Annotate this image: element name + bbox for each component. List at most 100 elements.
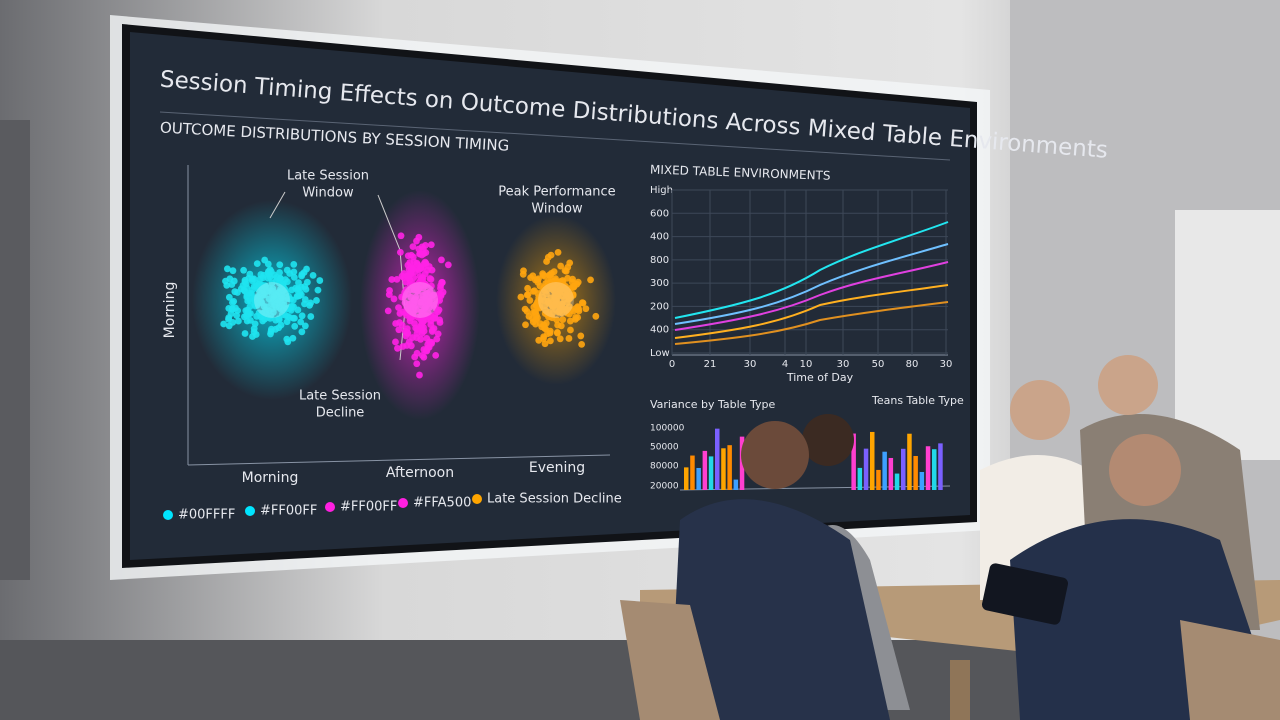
head <box>1010 380 1070 440</box>
dot <box>557 322 565 330</box>
dot <box>433 335 441 343</box>
dot <box>423 312 430 319</box>
x-tick-label: 4 <box>782 359 788 370</box>
bar <box>690 455 695 490</box>
dot <box>247 289 255 297</box>
dot <box>539 270 547 278</box>
dot <box>241 330 249 337</box>
dot <box>574 278 582 286</box>
dot <box>565 335 573 342</box>
y-label: Morning <box>162 282 178 339</box>
annotation: Window <box>302 186 354 201</box>
dot <box>558 285 566 293</box>
dot <box>418 274 426 282</box>
bar <box>913 455 918 490</box>
y-tick-label: 600 <box>650 208 669 219</box>
dot <box>410 258 418 266</box>
dot <box>428 282 435 290</box>
dot <box>543 290 550 298</box>
dot <box>415 233 423 241</box>
y-tick-label: High <box>650 185 673 196</box>
right-title: MIXED TABLE ENVIRONMENTS <box>650 163 831 183</box>
divider <box>159 111 951 161</box>
dot <box>295 279 302 287</box>
dot <box>547 337 554 345</box>
bar <box>721 448 726 490</box>
dot <box>432 351 440 359</box>
dot <box>430 325 438 332</box>
dot <box>248 277 256 285</box>
dot <box>417 335 425 343</box>
dot <box>272 303 280 311</box>
dot <box>309 271 317 279</box>
dot <box>278 311 286 318</box>
dot <box>223 282 231 289</box>
dot <box>437 284 444 292</box>
dot <box>568 284 575 292</box>
whiteboard <box>1175 210 1280 460</box>
dot <box>270 293 278 300</box>
dot <box>290 273 298 281</box>
dot <box>559 278 567 286</box>
dot <box>229 267 237 275</box>
dot <box>535 275 542 283</box>
dot <box>255 309 263 317</box>
dot <box>534 314 541 322</box>
dot <box>240 266 248 274</box>
dot <box>422 259 430 267</box>
dot <box>438 279 446 286</box>
dot <box>316 277 324 284</box>
y-tick-label: 400 <box>650 232 669 243</box>
annotation: Window <box>531 202 583 217</box>
dot <box>298 328 306 336</box>
dot <box>548 314 556 322</box>
dot <box>264 260 272 268</box>
y-tick-label: 300 <box>650 278 669 289</box>
dot <box>282 289 290 297</box>
dot <box>566 317 574 325</box>
y-tick-label: 200 <box>650 301 669 312</box>
bar <box>857 467 863 490</box>
dot <box>567 326 574 334</box>
dot <box>419 318 427 325</box>
dot <box>577 332 585 340</box>
x-tick-label: 10 <box>800 359 813 370</box>
dot <box>220 320 228 328</box>
dot <box>415 266 423 274</box>
dot <box>303 278 311 286</box>
bar <box>901 448 906 490</box>
dot <box>229 299 236 307</box>
leader <box>269 191 286 219</box>
chair <box>620 600 720 720</box>
dot <box>559 316 567 324</box>
curve <box>674 284 949 339</box>
dot <box>434 330 442 338</box>
dot <box>272 316 280 324</box>
dot <box>294 285 302 293</box>
legend-label: #FF00FF <box>260 504 317 519</box>
x-label: Evening <box>529 460 585 476</box>
bar-title: Variance by Table Type <box>650 398 775 411</box>
x-tick-label: 30 <box>744 359 757 370</box>
legend-swatch <box>472 494 482 504</box>
dot <box>283 266 291 274</box>
bar <box>684 467 689 490</box>
dot <box>288 286 296 294</box>
bar-y-label: 50000 <box>650 443 679 453</box>
dot <box>396 319 403 326</box>
dot <box>592 312 600 320</box>
dot <box>303 265 310 273</box>
dot <box>526 297 534 304</box>
dot <box>534 290 542 297</box>
legend-label: #00FFFF <box>178 508 235 523</box>
dot <box>532 320 539 328</box>
dot <box>388 276 396 283</box>
x-tick-label: 30 <box>837 359 850 370</box>
y-tick-label: 800 <box>650 255 669 266</box>
x-axis <box>187 454 611 466</box>
dot <box>314 286 322 294</box>
dot <box>395 326 403 334</box>
dot <box>428 340 435 348</box>
dot <box>549 285 557 292</box>
